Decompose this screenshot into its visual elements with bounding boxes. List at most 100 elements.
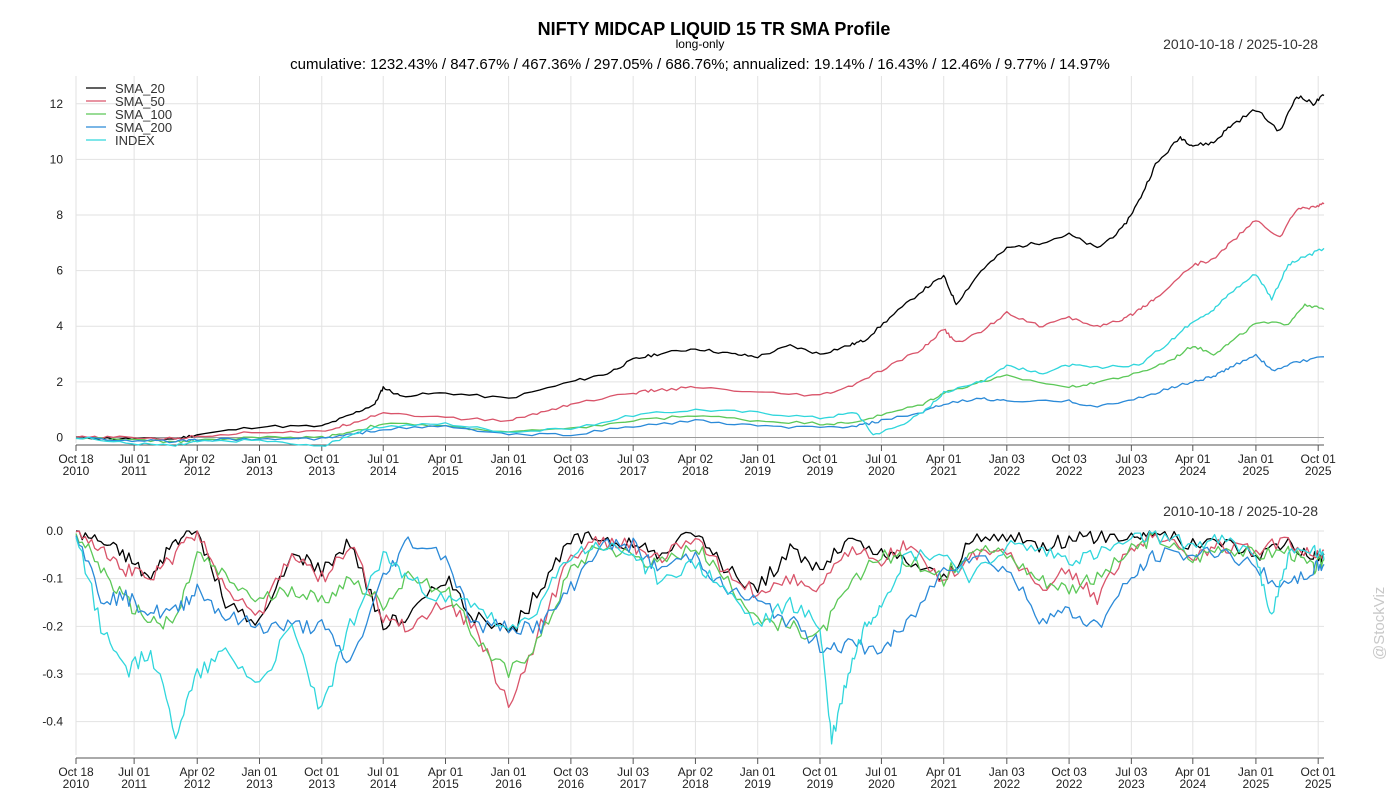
x-tick-year: 2011 [121,464,147,478]
x-tick-year: 2012 [184,777,211,791]
x-tick-year: 2019 [807,464,834,478]
legend-label: SMA_20 [115,81,165,96]
x-tick-year: 2021 [930,464,957,478]
x-tick-year: 2011 [121,777,147,791]
x-tick-year: 2014 [370,777,397,791]
x-tick-label: Oct 03 [553,452,589,466]
x-tick-label: Oct 18 [58,765,94,779]
x-tick-year: 2018 [682,777,709,791]
x-tick-label: Apr 01 [926,765,962,779]
x-tick-year: 2022 [1056,777,1083,791]
x-tick-year: 2022 [993,777,1020,791]
x-tick-year: 2010 [63,464,90,478]
x-tick-label: Jan 01 [241,765,277,779]
x-tick-label: Jan 01 [740,765,776,779]
series-line-index [75,247,1325,447]
series-line-sma-20 [76,530,1325,634]
x-tick-label: Apr 02 [180,765,216,779]
y-tick-label: 0 [56,430,63,444]
x-tick-year: 2025 [1243,464,1270,478]
x-tick-year: 2019 [807,777,834,791]
x-tick-year: 2018 [682,464,709,478]
y-tick-label: 10 [50,152,64,166]
x-tick-year: 2020 [868,777,895,791]
y-tick-label: 8 [56,208,63,222]
legend-label: SMA_200 [115,120,172,135]
x-tick-label: Oct 01 [1301,765,1337,779]
x-tick-year: 2025 [1305,464,1332,478]
x-tick-year: 2024 [1179,464,1206,478]
y-tick-label: -0.2 [42,619,63,633]
x-tick-year: 2019 [744,777,771,791]
x-tick-year: 2016 [495,464,522,478]
series-line-sma-100 [75,530,1325,679]
x-tick-label: Apr 01 [1175,765,1211,779]
x-tick-label: Jul 01 [367,765,399,779]
series-line-sma-50 [75,202,1325,441]
chart-subtitle: long-only [676,37,725,51]
x-tick-label: Oct 03 [1051,765,1087,779]
x-tick-label: Jul 03 [617,452,649,466]
y-tick-label: 4 [56,319,63,333]
x-tick-year: 2023 [1118,777,1145,791]
x-tick-year: 2022 [1056,464,1083,478]
x-tick-year: 2021 [930,777,957,791]
x-tick-year: 2022 [993,464,1020,478]
x-tick-label: Oct 18 [58,452,94,466]
y-tick-label: -0.4 [42,715,63,729]
x-tick-label: Jan 01 [1238,765,1274,779]
x-tick-year: 2017 [620,777,647,791]
x-tick-label: Apr 02 [678,765,714,779]
x-tick-label: Jan 01 [1238,452,1274,466]
x-tick-label: Jul 01 [367,452,399,466]
x-tick-year: 2016 [558,464,585,478]
x-tick-year: 2020 [868,464,895,478]
x-tick-label: Apr 01 [428,452,464,466]
x-tick-label: Oct 01 [802,765,838,779]
legend-label: SMA_50 [115,94,165,109]
x-tick-year: 2012 [184,464,211,478]
x-tick-year: 2017 [620,464,647,478]
series-line-sma-100 [75,303,1325,444]
y-tick-label: 0.0 [46,524,63,538]
x-tick-label: Oct 01 [304,452,340,466]
x-tick-label: Jan 01 [491,452,527,466]
x-tick-year: 2013 [246,464,273,478]
date-range-bottom: 2010-10-18 / 2025-10-28 [1163,503,1318,519]
legend-label: SMA_100 [115,107,172,122]
watermark: @StockViz [1371,587,1388,660]
y-tick-label: 2 [56,375,63,389]
x-tick-label: Oct 01 [1301,452,1337,466]
x-tick-label: Jan 03 [989,765,1025,779]
chart-title: NIFTY MIDCAP LIQUID 15 TR SMA Profile [538,19,891,39]
x-tick-label: Jul 01 [118,452,150,466]
x-tick-label: Jan 01 [491,765,527,779]
x-tick-label: Jan 01 [241,452,277,466]
x-tick-year: 2013 [308,777,335,791]
x-tick-label: Jul 03 [617,765,649,779]
chart-header: NIFTY MIDCAP LIQUID 15 TR SMA Profile lo… [290,19,1318,519]
cumulative-stats: cumulative: 1232.43% / 847.67% / 467.36%… [290,56,1110,73]
x-tick-label: Apr 01 [1175,452,1211,466]
series-line-sma-50 [75,530,1325,709]
y-tick-label: 6 [56,264,63,278]
series-line-sma-20 [75,94,1325,441]
x-tick-label: Jan 03 [989,452,1025,466]
x-tick-label: Apr 02 [180,452,216,466]
x-tick-label: Oct 01 [802,452,838,466]
series-line-sma-200 [75,535,1325,664]
x-tick-year: 2015 [432,777,459,791]
x-tick-year: 2024 [1179,777,1206,791]
x-tick-label: Apr 01 [428,765,464,779]
x-tick-year: 2019 [744,464,771,478]
x-tick-year: 2016 [558,777,585,791]
x-tick-label: Jul 01 [865,452,897,466]
x-tick-year: 2016 [495,777,522,791]
x-tick-label: Oct 01 [304,765,340,779]
x-tick-label: Oct 03 [553,765,589,779]
series-line-index [75,530,1325,745]
